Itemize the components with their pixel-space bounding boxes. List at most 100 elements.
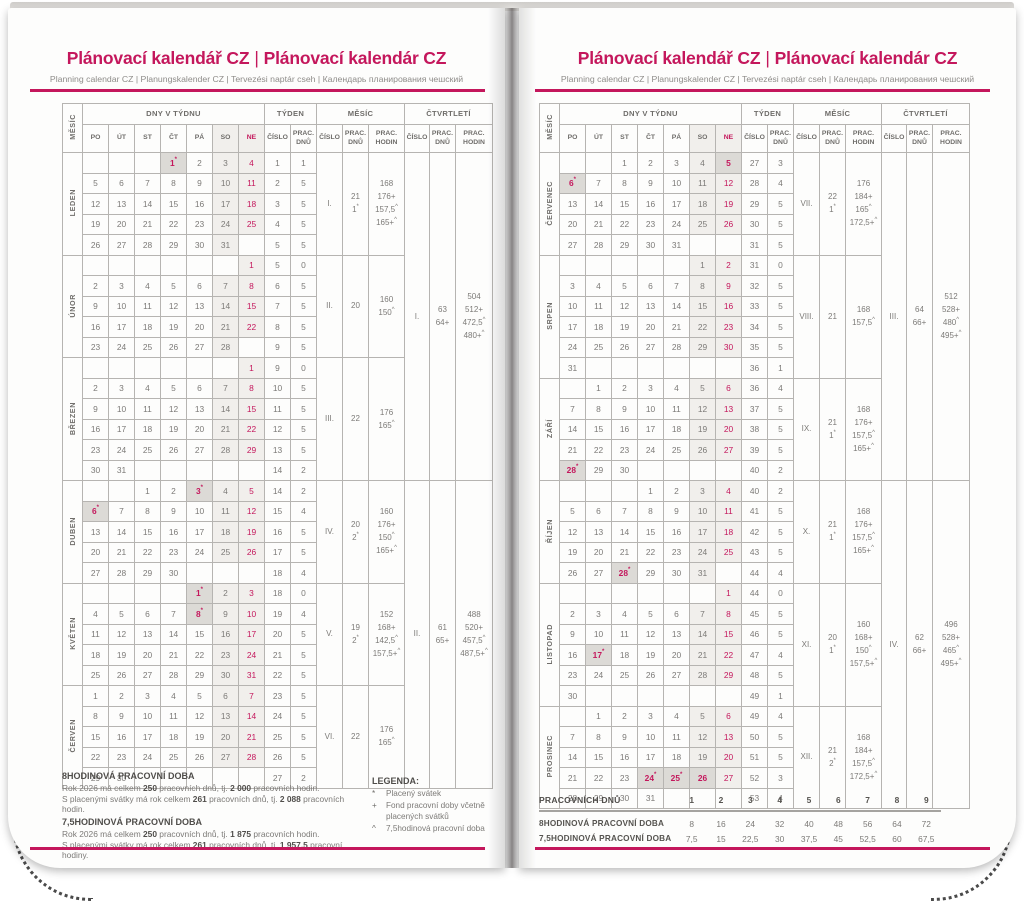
day-cell: 28* (559, 459, 586, 481)
day-cell: 1 (637, 480, 664, 502)
stat-line: 61 (438, 622, 447, 632)
week-number-cell: 37 (741, 398, 768, 420)
day-cell: 6 (715, 705, 742, 727)
day-cell: 24 (637, 439, 664, 461)
day-cell: 6 (212, 685, 239, 707)
day-cell: 13 (186, 295, 213, 317)
day-cell: 27 (186, 336, 213, 358)
day-cell: 9 (82, 295, 109, 317)
day-cell: 19 (689, 746, 716, 768)
day-cell: 9 (160, 500, 187, 522)
quarter-workdays-cell: 63 64+ (429, 152, 456, 481)
week-workdays-cell: 5 (767, 726, 794, 748)
week-number-cell: 27 (741, 152, 768, 174)
day-cell: 23 (160, 541, 187, 563)
workdays-value: 24 (745, 818, 755, 829)
title-separator: | (765, 48, 770, 68)
day-cell: 31 (238, 664, 265, 686)
month-number-cell: XI. (793, 582, 820, 707)
title-czech: Plánovací kalendář CZ (577, 48, 761, 68)
week-number-cell: 19 (264, 603, 291, 625)
day-cell (585, 582, 612, 604)
stat-line: 168 (856, 404, 871, 414)
day-cell: 2 (82, 275, 109, 297)
stat-line: 172,5+^ (849, 770, 878, 781)
day-cell: 20 (186, 418, 213, 440)
day-cell: 6 (637, 275, 664, 297)
week-workdays-cell: 5 (767, 275, 794, 297)
day-cell (611, 254, 638, 276)
day-cell: 15 (186, 623, 213, 645)
day-cell: 24 (186, 541, 213, 563)
day-cell: 16 (212, 623, 239, 645)
weekday-header-4: ČT (160, 124, 187, 153)
day-cell: 20 (82, 541, 109, 563)
day-cell: 7 (585, 172, 612, 194)
day-cell: 7 (611, 500, 638, 522)
stat-line: 176 (379, 407, 394, 417)
week-number-cell: 40 (741, 459, 768, 481)
workdays-col-header: 5 (806, 794, 812, 805)
day-cell: 2 (160, 480, 187, 502)
day-cell: 21 (212, 418, 239, 440)
day-cell: 27 (715, 767, 742, 789)
day-cell: 13 (715, 726, 742, 748)
month-workdays-cell: 21 1* (819, 480, 846, 584)
stat-line: 160 (379, 294, 394, 304)
week-number-cell: 23 (264, 685, 291, 707)
month-name-label: LEDEN (62, 152, 83, 256)
day-cell: 31 (212, 234, 239, 256)
month-number-cell: VI. (316, 685, 343, 789)
day-cell: 6 (715, 377, 742, 399)
day-cell: 18 (585, 316, 612, 338)
day-cell (715, 685, 742, 707)
day-cell: 22 (134, 541, 161, 563)
quarter-workhours-cell: 512 528+ 480^ 495+^ (932, 152, 970, 481)
week-workdays-cell: 5 (290, 685, 317, 707)
day-cell: 30 (663, 562, 690, 584)
day-cell: 3 (637, 377, 664, 399)
stat-line: 165^ (855, 204, 872, 215)
stat-line: 2* (352, 634, 359, 645)
day-cell: 4 (611, 603, 638, 625)
day-cell (238, 336, 265, 358)
month-workdays-cell: 21 (819, 254, 846, 379)
day-cell: 22 (238, 418, 265, 440)
week-workdays-cell: 2 (290, 459, 317, 481)
days-of-week-header: DNY V TÝDNU (559, 103, 742, 125)
day-cell (160, 357, 187, 379)
day-cell: 27 (82, 562, 109, 584)
day-cell: 5 (689, 377, 716, 399)
week-workdays-cell: 5 (290, 193, 317, 215)
week-workdays-cell: 5 (290, 172, 317, 194)
week-number-cell: 17 (264, 541, 291, 563)
day-cell: 14 (212, 398, 239, 420)
day-cell (82, 254, 109, 276)
stat-line: 512+ (464, 305, 484, 314)
day-cell (585, 480, 612, 502)
day-cell: 3 (238, 582, 265, 604)
day-cell: 18 (715, 521, 742, 543)
month-name-label: ZÁŘÍ (539, 377, 560, 481)
month-workhours-cell: 168 176+ 157,5^ 165+^ (845, 377, 882, 481)
month-workdays-cell: 21 1* (819, 377, 846, 481)
days-of-week-header: DNY V TÝDNU (82, 103, 265, 125)
day-cell (715, 562, 742, 584)
day-cell (585, 357, 612, 379)
month-name-label: LISTOPAD (539, 582, 560, 707)
day-cell: 1 (134, 480, 161, 502)
day-cell: 27 (559, 234, 586, 256)
day-cell: 10 (186, 500, 213, 522)
day-cell: 28 (212, 439, 239, 461)
day-cell: 7 (108, 500, 135, 522)
day-cell: 24 (663, 213, 690, 235)
day-cell (637, 685, 664, 707)
day-cell: 27 (715, 439, 742, 461)
month-workdays-cell: 22 (342, 357, 369, 481)
day-cell: 9 (559, 623, 586, 645)
stat-line: 528+ (941, 633, 961, 642)
week-workdays-cell: 2 (290, 767, 317, 789)
day-cell (134, 152, 161, 174)
month-workdays-cell: 21 1* (342, 152, 369, 256)
day-cell: 3 (585, 603, 612, 625)
